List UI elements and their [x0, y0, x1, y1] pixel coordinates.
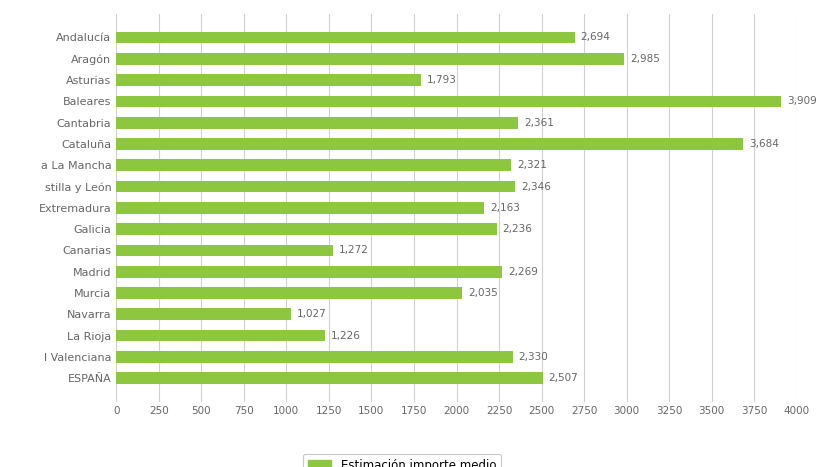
Text: 2,236: 2,236 — [503, 224, 533, 234]
Bar — [116, 96, 781, 107]
Bar — [116, 32, 574, 43]
Bar — [116, 181, 515, 192]
Bar — [116, 266, 502, 277]
Bar — [116, 308, 291, 320]
Text: 2,361: 2,361 — [524, 118, 554, 127]
Bar — [116, 351, 513, 363]
Text: 2,321: 2,321 — [517, 160, 547, 170]
Text: 1,027: 1,027 — [297, 309, 327, 319]
Bar — [116, 330, 325, 341]
Text: 2,269: 2,269 — [508, 267, 538, 276]
Text: 2,985: 2,985 — [630, 54, 660, 64]
Text: 2,507: 2,507 — [549, 373, 579, 383]
Text: 1,793: 1,793 — [427, 75, 457, 85]
Text: 2,035: 2,035 — [468, 288, 498, 298]
Bar — [116, 74, 422, 86]
Text: 1,226: 1,226 — [331, 331, 360, 340]
Bar — [116, 372, 543, 384]
Text: 1,272: 1,272 — [339, 245, 369, 255]
Text: 2,694: 2,694 — [580, 33, 610, 42]
Bar — [116, 159, 511, 171]
Bar — [116, 223, 496, 235]
Bar — [116, 287, 462, 299]
Text: 2,346: 2,346 — [521, 182, 551, 191]
Legend: Estimación importe medio: Estimación importe medio — [303, 454, 501, 467]
Bar — [116, 202, 484, 214]
Text: 2,330: 2,330 — [519, 352, 549, 362]
Bar — [116, 138, 743, 150]
Text: 3,684: 3,684 — [749, 139, 779, 149]
Text: 3,909: 3,909 — [788, 96, 817, 106]
Bar — [116, 245, 333, 256]
Bar — [116, 53, 624, 64]
Bar — [116, 117, 518, 128]
Text: 2,163: 2,163 — [491, 203, 520, 213]
